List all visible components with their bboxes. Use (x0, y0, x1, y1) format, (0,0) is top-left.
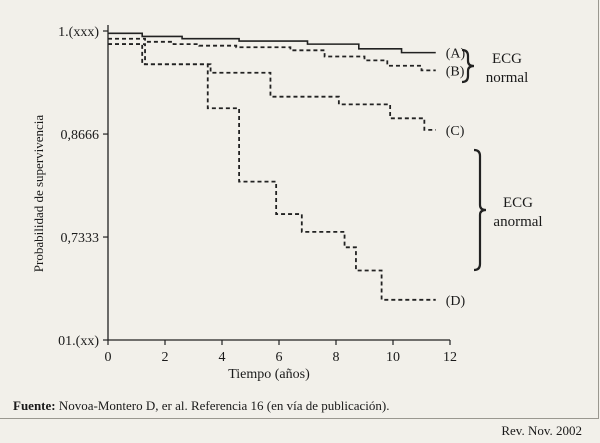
source-label: Fuente: (13, 398, 56, 413)
y-tick-label: 1.(xxx) (58, 25, 99, 40)
group-label-ecg-normal-line: normal (486, 70, 529, 86)
x-tick-label: 0 (105, 350, 112, 365)
group-label-ecg-anormal-line: anormal (493, 214, 542, 230)
group-label-ecg-anormal-line: ECG (503, 195, 533, 211)
x-tick-label: 2 (162, 350, 169, 365)
series-label: (A) (446, 47, 466, 62)
y-axis-title: Probabilidad de supervivencia (31, 115, 46, 273)
series-line-b (108, 37, 436, 72)
axis-lines (107, 25, 450, 341)
group-label-ecg-anormal: ECG anormal (493, 195, 542, 230)
source-text: Novoa-Montero D, er al. Referencia 16 (e… (55, 398, 390, 413)
group-label-ecg-normal: ECG normal (486, 51, 529, 86)
x-axis-title: Tiempo (años) (228, 367, 310, 382)
source-note: Fuente: Novoa-Montero D, er al. Referenc… (13, 398, 390, 414)
brace-ecg-anormal (473, 148, 487, 272)
y-tick-label: 0,8666 (61, 128, 100, 143)
series-label: (C) (446, 124, 465, 139)
y-tick-label: 0,7333 (61, 231, 100, 246)
x-tick-label: 10 (386, 350, 400, 365)
series-line-d (108, 43, 436, 301)
journal-note: Rev. Nov. 2002 (501, 423, 582, 438)
brace-ecg-normal (461, 48, 475, 84)
x-tick-label: 12 (443, 350, 457, 365)
series-line-c (108, 43, 436, 131)
x-tick-label: 4 (219, 350, 226, 365)
x-tick-label: 6 (276, 350, 283, 365)
series-line-a (108, 32, 436, 54)
y-tick-label: 01.(xx) (58, 334, 99, 349)
x-tick-label: 8 (333, 350, 340, 365)
figure-frame (0, 0, 599, 419)
group-label-ecg-normal-line: ECG (492, 51, 522, 67)
series-label: (D) (446, 294, 466, 309)
series-label: (B) (446, 64, 465, 79)
